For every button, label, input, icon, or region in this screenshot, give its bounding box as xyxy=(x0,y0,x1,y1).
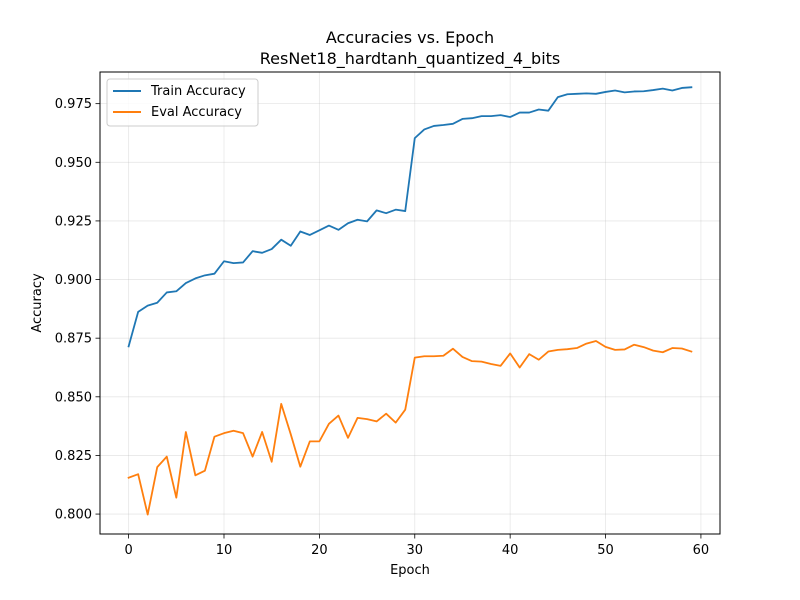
x-tick-label: 10 xyxy=(216,543,233,558)
y-tick-label: 0.900 xyxy=(55,273,92,288)
y-tick-label: 0.875 xyxy=(55,332,92,347)
y-tick-label: 0.925 xyxy=(55,214,92,229)
legend-box xyxy=(106,78,259,127)
legend: Train Accuracy Eval Accuracy xyxy=(106,78,259,127)
x-tick-label: 40 xyxy=(502,543,519,558)
train-accuracy-line xyxy=(127,86,693,348)
y-tick-label: 0.850 xyxy=(55,390,92,405)
legend-label-eval: Eval Accuracy xyxy=(151,105,242,120)
eval-accuracy-line xyxy=(127,340,693,516)
x-axis-label: Epoch xyxy=(390,563,430,578)
y-tick-label: 0.825 xyxy=(55,449,92,464)
chart-title: Accuracies vs. Epoch xyxy=(326,28,494,47)
x-tick-label: 20 xyxy=(311,543,328,558)
y-tick-label: 0.800 xyxy=(55,508,92,523)
plot-lines xyxy=(127,86,693,516)
plot-frame xyxy=(99,71,721,535)
grid xyxy=(100,72,720,534)
x-tick-label: 50 xyxy=(597,543,614,558)
x-tick-label: 30 xyxy=(406,543,423,558)
y-axis-label: Accuracy xyxy=(30,273,45,333)
y-tick-label: 0.950 xyxy=(55,156,92,171)
legend-label-train: Train Accuracy xyxy=(150,84,246,99)
x-tick-label: 0 xyxy=(124,543,132,558)
axis-ticks: 0 10 20 30 40 50 60 0.800 0.825 0.850 0.875 0.900 0.… xyxy=(55,97,709,558)
chart-subtitle: ResNet18_hardtanh_quantized_4_bits xyxy=(260,49,561,69)
x-tick-label: 60 xyxy=(693,543,710,558)
y-tick-label: 0.975 xyxy=(55,97,92,112)
